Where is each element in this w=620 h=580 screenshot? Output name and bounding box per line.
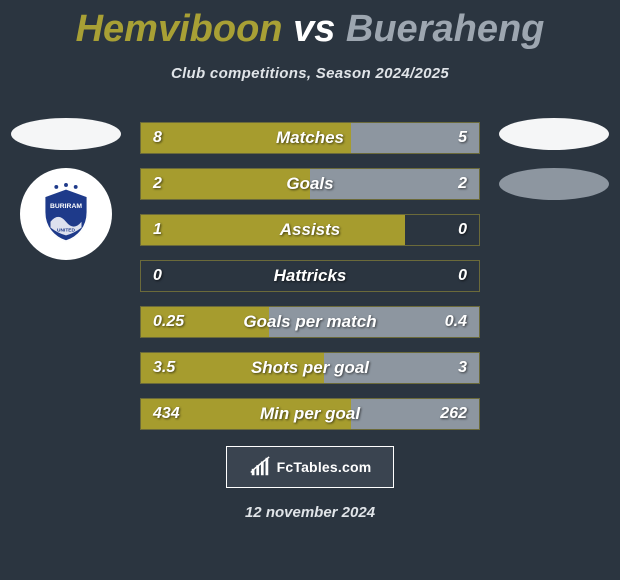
stat-row: 3.5 3 Shots per goal <box>140 352 480 384</box>
stat-value-left: 3.5 <box>153 359 175 377</box>
stat-value-left: 2 <box>153 175 162 193</box>
title-vs: vs <box>293 8 335 50</box>
stat-row: 2 2 Goals <box>140 168 480 200</box>
stat-value-right: 0 <box>458 221 467 239</box>
stat-row: 8 5 Matches <box>140 122 480 154</box>
stat-row: 0 0 Hattricks <box>140 260 480 292</box>
stat-value-left: 1 <box>153 221 162 239</box>
stat-value-right: 5 <box>458 129 467 147</box>
brand-text: FcTables.com <box>277 459 372 475</box>
brand-chart-icon <box>249 456 271 478</box>
right-club-oval-1 <box>499 118 609 150</box>
right-badges <box>494 118 614 200</box>
stat-value-right: 262 <box>440 405 467 423</box>
stat-value-left: 8 <box>153 129 162 147</box>
stat-value-right: 0.4 <box>445 313 467 331</box>
svg-text:UNITED: UNITED <box>57 227 75 233</box>
svg-text:BURIRAM: BURIRAM <box>50 203 82 210</box>
stat-rows: 8 5 Matches 2 2 Goals 1 0 Assists 0 0 Hattricks 0.25… <box>140 122 480 430</box>
title-left-player: Hemviboon <box>76 8 283 50</box>
stat-label: Hattricks <box>274 266 347 286</box>
page-title: Hemviboon vs Bueraheng <box>0 0 620 51</box>
stat-value-right: 0 <box>458 267 467 285</box>
stat-label: Assists <box>280 220 340 240</box>
stat-label: Min per goal <box>260 404 360 424</box>
left-club-crest: BURIRAM UNITED <box>20 168 112 260</box>
stat-label: Goals <box>286 174 333 194</box>
stat-label: Goals per match <box>243 312 376 332</box>
stat-row: 1 0 Assists <box>140 214 480 246</box>
subtitle: Club competitions, Season 2024/2025 <box>0 65 620 82</box>
brand-box: FcTables.com <box>226 446 394 488</box>
stat-bar-left <box>141 169 310 199</box>
stat-value-left: 0 <box>153 267 162 285</box>
stat-row: 434 262 Min per goal <box>140 398 480 430</box>
stat-value-right: 2 <box>458 175 467 193</box>
left-club-oval <box>11 118 121 150</box>
stat-label: Matches <box>276 128 344 148</box>
date-text: 12 november 2024 <box>245 504 375 521</box>
left-badges: BURIRAM UNITED <box>6 118 126 260</box>
right-club-oval-2 <box>499 168 609 200</box>
stat-bar-left <box>141 215 405 245</box>
stat-label: Shots per goal <box>251 358 369 378</box>
stat-value-left: 434 <box>153 405 180 423</box>
shield-icon: BURIRAM UNITED <box>35 183 97 245</box>
stat-value-left: 0.25 <box>153 313 184 331</box>
title-right-player: Bueraheng <box>346 8 544 50</box>
stat-row: 0.25 0.4 Goals per match <box>140 306 480 338</box>
stat-bar-right <box>310 169 479 199</box>
stat-value-right: 3 <box>458 359 467 377</box>
